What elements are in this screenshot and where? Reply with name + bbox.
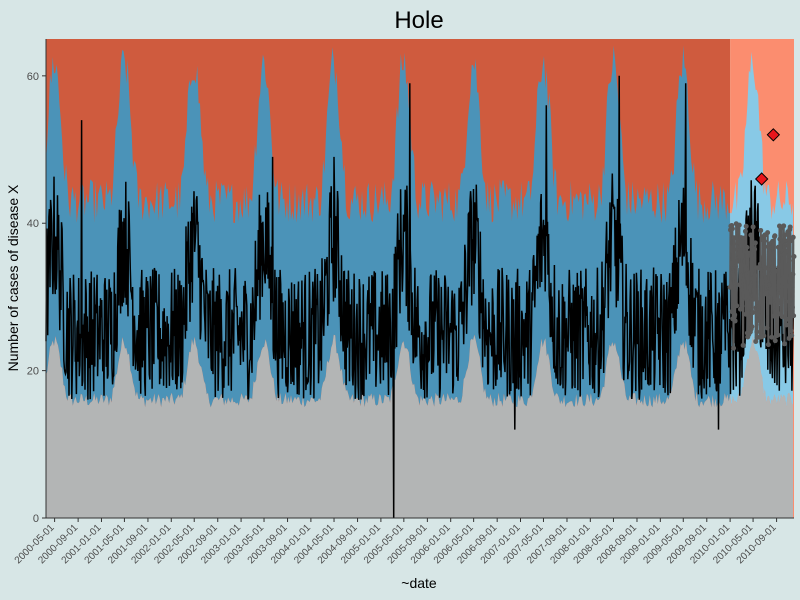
plot-area — [45, 39, 797, 519]
series-monitored — [727, 221, 797, 351]
y-axis-label: Number of cases of disease X — [5, 184, 21, 371]
alarm-marker — [766, 128, 781, 142]
y-axis: 0 20 40 60 — [27, 39, 47, 525]
y-tick-label: 20 — [27, 366, 39, 378]
chart-title: Hole — [394, 7, 443, 34]
series-observed — [45, 75, 795, 519]
lower-region — [46, 334, 793, 518]
y-tick-label: 40 — [27, 218, 39, 230]
y-tick-label: 0 — [33, 513, 39, 525]
x-axis: 2000-05-012000-09-012001-01-012001-05-01… — [13, 517, 794, 566]
y-tick-label: 60 — [27, 71, 39, 83]
alarm-marker — [754, 172, 769, 186]
x-axis-label: ~date — [401, 575, 437, 591]
monitored-point — [791, 254, 797, 260]
